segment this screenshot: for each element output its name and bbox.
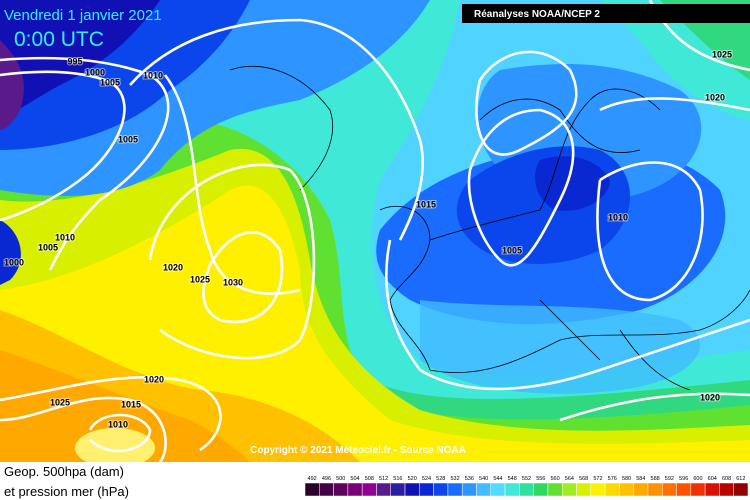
isobar-label: 1005 bbox=[100, 77, 120, 87]
scale-swatch bbox=[547, 482, 563, 497]
scale-label: 580 bbox=[622, 476, 631, 482]
isobar-label: 1010 bbox=[608, 212, 628, 222]
scale-swatch bbox=[490, 482, 506, 497]
scale-label: 500 bbox=[336, 476, 345, 482]
scale-swatch bbox=[561, 482, 577, 497]
scale-swatch bbox=[733, 482, 749, 497]
scale-label: 572 bbox=[593, 476, 602, 482]
legend-line-2: et pression mer (hPa) bbox=[4, 484, 129, 499]
scale-swatch bbox=[390, 482, 406, 497]
isobar-label: 1020 bbox=[700, 392, 720, 402]
scale-label: 576 bbox=[608, 476, 617, 482]
isobar-label: 1015 bbox=[121, 399, 141, 409]
scale-swatch bbox=[376, 482, 391, 497]
scale-label: 568 bbox=[579, 476, 588, 482]
isobar-label: 1030 bbox=[223, 277, 243, 287]
scale-swatch bbox=[333, 482, 349, 497]
scale-swatch bbox=[361, 482, 377, 497]
scale-label: 596 bbox=[679, 476, 688, 482]
scale-swatch bbox=[633, 482, 649, 497]
scale-label: 556 bbox=[536, 476, 545, 482]
scale-label: 584 bbox=[636, 476, 645, 482]
scale-swatch bbox=[519, 482, 534, 497]
scale-swatch bbox=[604, 482, 620, 497]
scale-label: 512 bbox=[379, 476, 388, 482]
coastlines bbox=[229, 66, 750, 391]
scale-swatch bbox=[719, 482, 734, 497]
scale-label: 544 bbox=[493, 476, 502, 482]
scale-label: 520 bbox=[408, 476, 417, 482]
legend-line-1: Geop. 500hpa (dam) bbox=[4, 464, 124, 479]
scale-swatch bbox=[590, 482, 606, 497]
scale-label: 592 bbox=[665, 476, 674, 482]
scale-swatch bbox=[676, 482, 692, 497]
scale-swatch bbox=[533, 482, 549, 497]
isobar-label: 1020 bbox=[163, 262, 183, 272]
scale-swatch bbox=[304, 482, 320, 497]
scale-label: 552 bbox=[522, 476, 531, 482]
scale-label: 532 bbox=[450, 476, 459, 482]
scale-swatch bbox=[461, 482, 477, 497]
scale-swatch bbox=[404, 482, 420, 497]
scale-label: 536 bbox=[465, 476, 474, 482]
isobar-label: 1025 bbox=[712, 49, 732, 59]
scale-label: 508 bbox=[365, 476, 374, 482]
scale-label: 496 bbox=[322, 476, 331, 482]
isobar-label: 1010 bbox=[55, 232, 75, 242]
scale-label: 540 bbox=[479, 476, 488, 482]
scale-swatch bbox=[433, 482, 449, 497]
isobar-label: 1010 bbox=[143, 70, 163, 80]
isobar-label: 1025 bbox=[190, 274, 210, 284]
scale-label: 588 bbox=[651, 476, 660, 482]
date-label: Vendredi 1 janvier 2021 bbox=[4, 7, 162, 24]
isobar-label: 1010 bbox=[108, 419, 128, 429]
isobar-label: 1020 bbox=[705, 92, 725, 102]
isobar-label: 1005 bbox=[38, 242, 58, 252]
scale-label: 564 bbox=[565, 476, 574, 482]
copyright: Copyright © 2021 Meteociel.fr - Source N… bbox=[250, 445, 466, 456]
scale-label: 504 bbox=[350, 476, 359, 482]
scale-swatch bbox=[647, 482, 663, 497]
isobar-label: 1020 bbox=[144, 374, 164, 384]
scale-label: 560 bbox=[550, 476, 559, 482]
time-label: 0:00 UTC bbox=[14, 28, 104, 51]
isobar-label: 1005 bbox=[502, 245, 522, 255]
scale-swatch bbox=[662, 482, 677, 497]
scale-swatch bbox=[619, 482, 634, 497]
source-box bbox=[462, 4, 750, 23]
scale-label: 524 bbox=[422, 476, 431, 482]
scale-label: 608 bbox=[722, 476, 731, 482]
scale-swatch bbox=[476, 482, 492, 497]
isobar-label: 1025 bbox=[50, 397, 70, 407]
scale-label: 600 bbox=[693, 476, 702, 482]
source-label: Réanalyses NOAA/NCEP 2 bbox=[474, 9, 600, 20]
isobar-label: 1000 bbox=[4, 257, 24, 267]
scale-label: 548 bbox=[508, 476, 517, 482]
scale-label: 516 bbox=[393, 476, 402, 482]
scale-label: 612 bbox=[736, 476, 745, 482]
scale-swatch bbox=[504, 482, 520, 497]
isobar-label: 1005 bbox=[118, 134, 138, 144]
isobar-label: 1000 bbox=[85, 67, 105, 77]
scale-label: 604 bbox=[708, 476, 717, 482]
scale-label: 528 bbox=[436, 476, 445, 482]
scale-swatch bbox=[347, 482, 363, 497]
isobars bbox=[0, 0, 750, 462]
scale-swatch bbox=[419, 482, 434, 497]
scale-swatch bbox=[690, 482, 706, 497]
scale-swatch bbox=[704, 482, 720, 497]
scale-swatch bbox=[576, 482, 592, 497]
isobar-label: 995 bbox=[67, 56, 82, 66]
color-scale: 492 496 500 504 508 512 516 520 524 528 532 536 540 5… bbox=[304, 476, 749, 497]
isobar-label: 1015 bbox=[416, 199, 436, 209]
scale-label: 492 bbox=[308, 476, 317, 482]
scale-swatch bbox=[319, 482, 334, 497]
scale-swatch bbox=[447, 482, 463, 497]
